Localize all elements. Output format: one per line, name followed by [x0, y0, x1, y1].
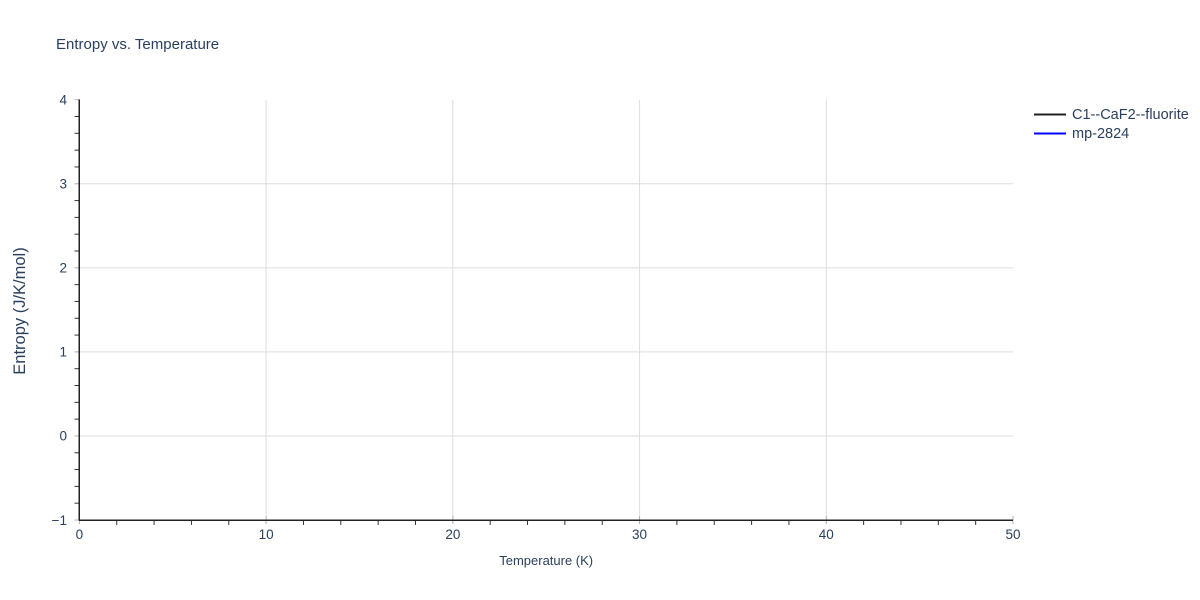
svg-text:−1: −1: [52, 513, 67, 528]
svg-text:C1--CaF2--fluorite: C1--CaF2--fluorite: [1072, 107, 1189, 123]
svg-text:3: 3: [59, 177, 67, 192]
svg-text:40: 40: [819, 527, 834, 542]
svg-text:2: 2: [59, 261, 67, 276]
svg-text:10: 10: [259, 527, 274, 542]
svg-text:0: 0: [76, 527, 84, 542]
svg-text:1: 1: [59, 345, 67, 360]
svg-text:0: 0: [59, 429, 67, 444]
svg-text:50: 50: [1005, 527, 1020, 542]
svg-text:30: 30: [632, 527, 647, 542]
svg-text:4: 4: [59, 93, 67, 108]
svg-text:mp-2824: mp-2824: [1072, 126, 1129, 142]
svg-text:20: 20: [445, 527, 460, 542]
